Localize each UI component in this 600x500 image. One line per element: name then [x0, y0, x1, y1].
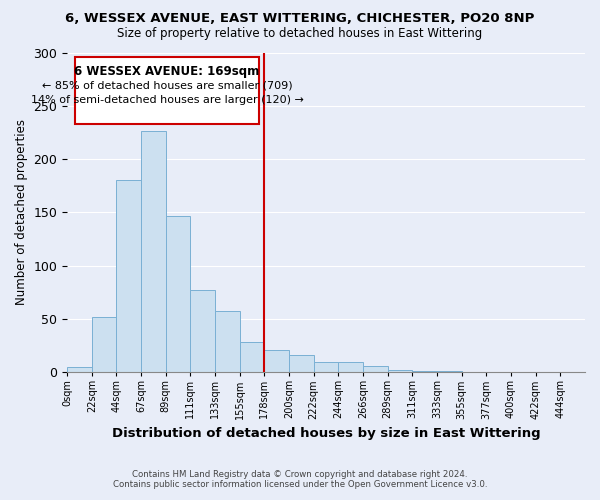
Bar — [314, 362, 338, 372]
Bar — [437, 371, 462, 372]
Y-axis label: Number of detached properties: Number of detached properties — [15, 120, 28, 306]
Text: 6 WESSEX AVENUE: 169sqm: 6 WESSEX AVENUE: 169sqm — [74, 66, 260, 78]
Bar — [388, 370, 412, 372]
Bar — [67, 367, 92, 372]
X-axis label: Distribution of detached houses by size in East Wittering: Distribution of detached houses by size … — [112, 427, 541, 440]
Bar — [240, 342, 265, 372]
Bar — [363, 366, 388, 372]
Bar — [166, 216, 190, 372]
Bar — [92, 317, 116, 372]
Text: Contains HM Land Registry data © Crown copyright and database right 2024.
Contai: Contains HM Land Registry data © Crown c… — [113, 470, 487, 489]
Bar — [289, 355, 314, 372]
Text: 14% of semi-detached houses are larger (120) →: 14% of semi-detached houses are larger (… — [31, 95, 304, 105]
Text: ← 85% of detached houses are smaller (709): ← 85% of detached houses are smaller (70… — [42, 80, 292, 90]
Bar — [74, 57, 259, 124]
Bar — [190, 290, 215, 372]
Text: 6, WESSEX AVENUE, EAST WITTERING, CHICHESTER, PO20 8NP: 6, WESSEX AVENUE, EAST WITTERING, CHICHE… — [65, 12, 535, 26]
Text: Size of property relative to detached houses in East Wittering: Size of property relative to detached ho… — [118, 28, 482, 40]
Bar — [116, 180, 141, 372]
Bar — [412, 371, 437, 372]
Bar — [215, 312, 240, 372]
Bar — [338, 362, 363, 372]
Bar — [141, 132, 166, 372]
Bar — [265, 350, 289, 372]
